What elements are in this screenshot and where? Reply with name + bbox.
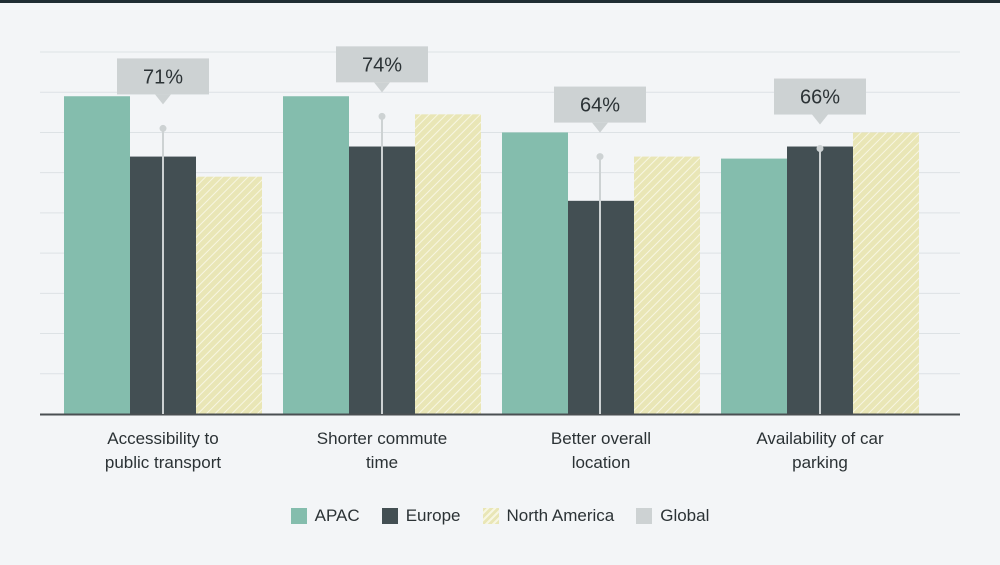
global-callout-box xyxy=(554,86,646,123)
bar-apac xyxy=(721,158,787,414)
bar-north-america xyxy=(415,114,481,414)
legend-swatch-europe xyxy=(381,508,398,524)
bar-north-america xyxy=(196,176,262,414)
category-label: Shorter commute xyxy=(317,429,447,448)
global-value-label: 66% xyxy=(800,87,840,109)
bar-apac xyxy=(502,132,568,414)
legend-label-apac: APAC xyxy=(314,506,360,525)
category-label: Better overall xyxy=(551,429,651,448)
bar-apac xyxy=(283,96,349,414)
category-label: public transport xyxy=(105,453,222,472)
global-point xyxy=(596,153,604,161)
global-markers: 71% 74% 64% 66% xyxy=(117,46,866,414)
bars xyxy=(64,96,919,415)
legend: APAC Europe North America Global xyxy=(0,503,1000,529)
global-callout-box xyxy=(774,78,866,115)
legend-label-europe: Europe xyxy=(405,506,461,525)
global-callout-pointer xyxy=(812,114,828,125)
global-callout-box xyxy=(117,58,209,95)
global-value-label: 74% xyxy=(362,54,402,76)
category-label: location xyxy=(572,453,631,472)
top-rule xyxy=(0,0,1000,3)
legend-swatch-global xyxy=(636,508,653,524)
global-callout-pointer xyxy=(374,82,390,93)
category-label: parking xyxy=(792,453,848,472)
bar-chart: 71% 74% 64% 66% Accessibility to public tran… xyxy=(40,46,960,472)
category-label: Accessibility to xyxy=(107,429,218,448)
category-labels: Accessibility to public transport Shorter … xyxy=(105,429,884,472)
legend-item-europe: Europe xyxy=(381,506,461,526)
global-point xyxy=(378,112,386,120)
bar-north-america xyxy=(634,156,700,415)
global-callout-box xyxy=(336,46,428,83)
global-value-label: 71% xyxy=(143,66,183,88)
global-point xyxy=(816,145,824,153)
legend-swatch-north-america xyxy=(482,508,499,524)
bar-apac xyxy=(64,96,130,414)
bar-north-america xyxy=(853,132,919,414)
category-label: Availability of car xyxy=(756,429,884,448)
global-callout-pointer xyxy=(592,122,608,133)
category-label: time xyxy=(366,453,398,472)
legend-item-global: Global xyxy=(636,506,709,526)
global-callout-pointer xyxy=(155,94,171,105)
global-point xyxy=(159,124,167,132)
legend-label-global: Global xyxy=(660,506,710,525)
legend-item-apac: APAC xyxy=(290,506,360,526)
legend-item-north-america: North America xyxy=(482,506,615,526)
legend-label-north-america: North America xyxy=(506,506,615,525)
legend-swatch-apac xyxy=(290,508,307,524)
global-value-label: 64% xyxy=(580,95,620,117)
